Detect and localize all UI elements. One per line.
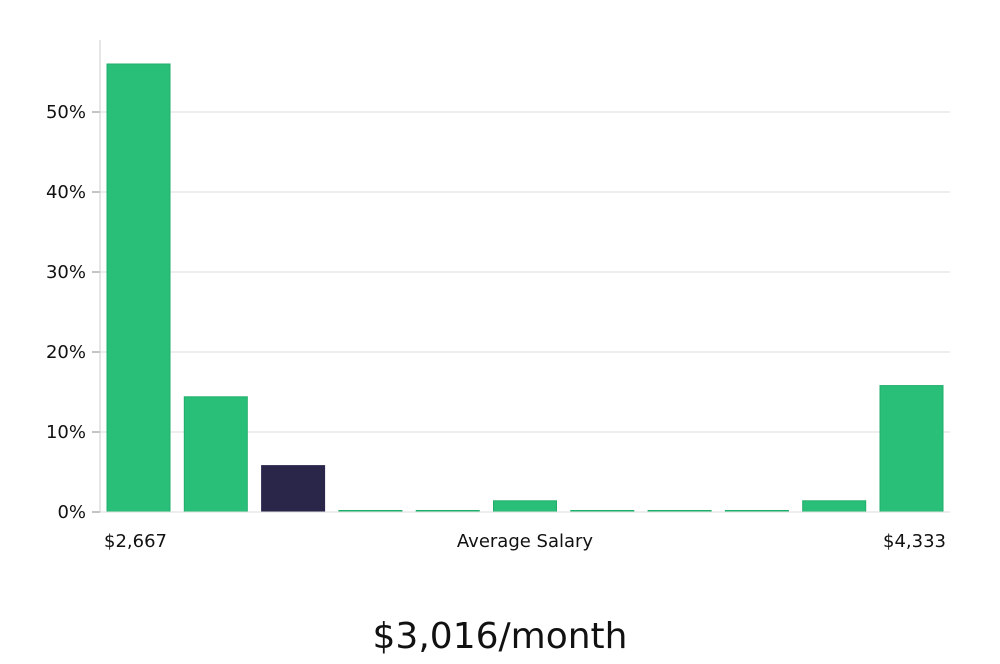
y-tick-label: 40%	[46, 182, 86, 203]
y-tick-label: 50%	[46, 102, 86, 123]
grid-lines	[100, 111, 950, 433]
bar	[183, 396, 248, 513]
y-tick-labels: 0% 10% 20% 30% 40% 50%	[46, 102, 86, 523]
y-tick-label: 30%	[46, 262, 86, 283]
x-max-label: $4,333	[883, 531, 946, 552]
axes	[92, 40, 950, 513]
bar-highlighted	[261, 465, 326, 513]
average-salary-headline: $3,016/month	[373, 616, 628, 657]
bar	[106, 63, 171, 513]
bar	[493, 500, 557, 513]
y-tick-label: 10%	[46, 422, 86, 443]
bar	[802, 500, 867, 513]
bars	[106, 63, 944, 513]
x-axis-title: Average Salary	[457, 531, 594, 552]
bar	[879, 385, 944, 513]
y-tick-label: 20%	[46, 342, 86, 363]
x-min-label: $2,667	[104, 531, 167, 552]
y-tick-label: 0%	[57, 502, 86, 523]
